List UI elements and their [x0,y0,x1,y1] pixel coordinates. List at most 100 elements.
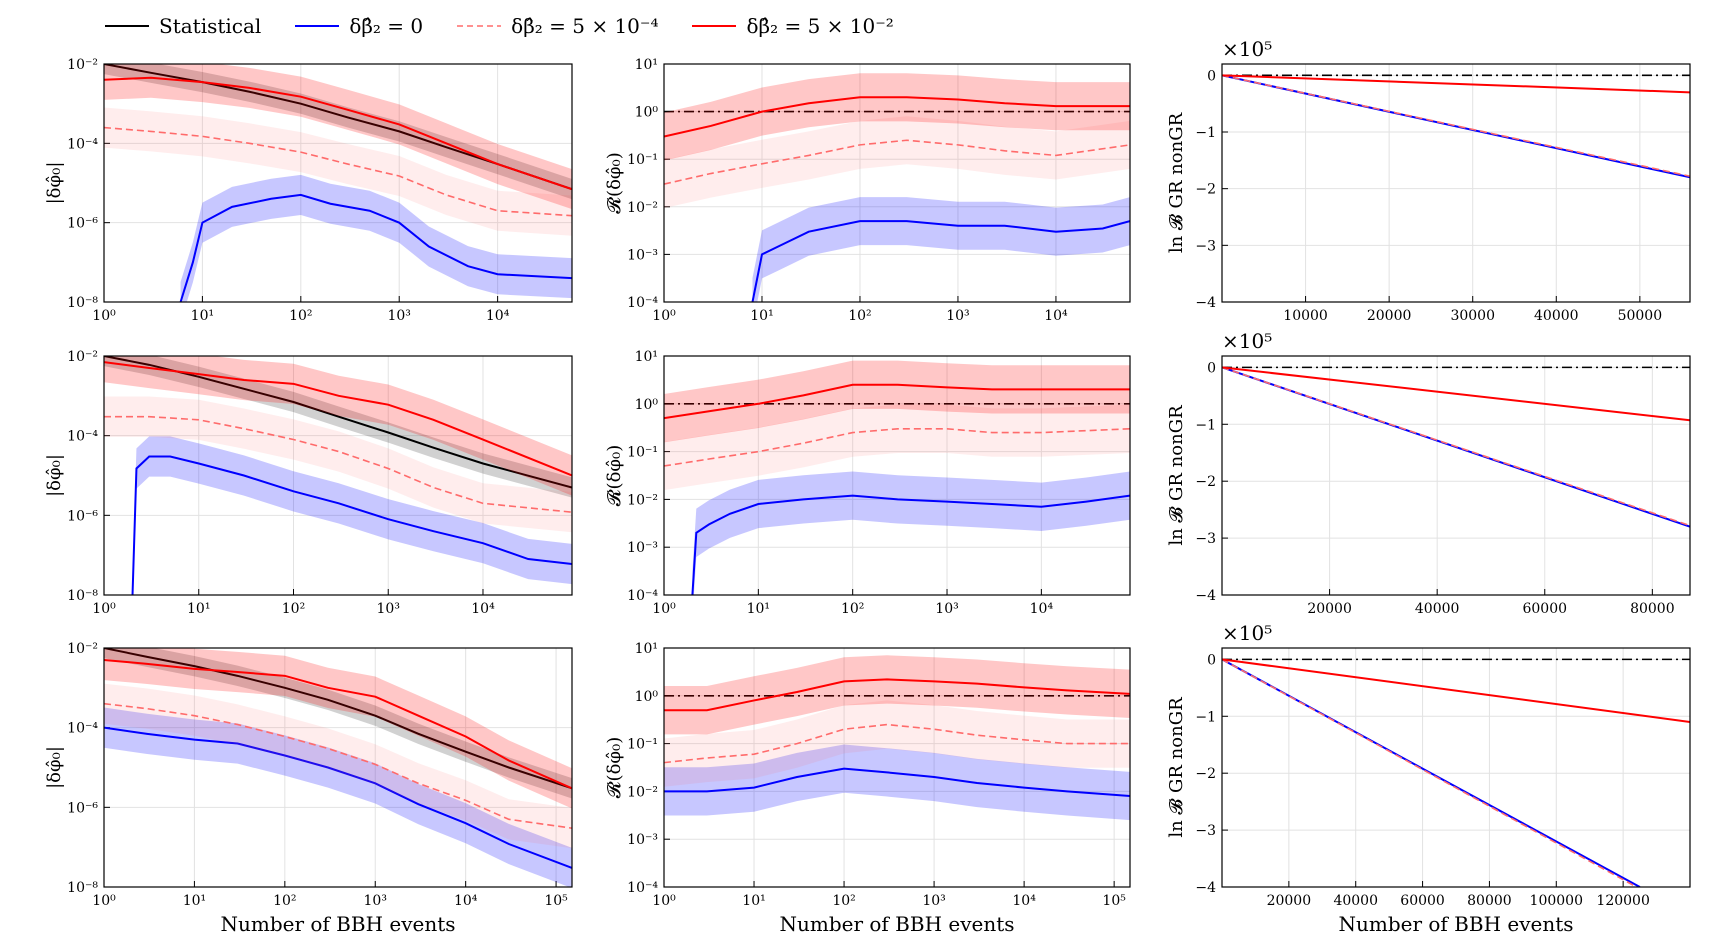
x-tick-label: 10¹ [747,601,770,617]
x-tick-label: 10⁰ [92,893,116,909]
series-line [664,96,1130,138]
y-tick-label: −3 [1195,823,1216,839]
legend-item-beta-large: δβ̂₂ = 5 × 10⁻² [692,14,894,38]
x-tick-label: 10⁰ [652,308,676,324]
x-tick-label: 10³ [387,308,410,324]
y-tick-label: −3 [1195,238,1216,254]
series-line [691,494,1130,595]
error-band [104,396,572,533]
series-line [664,139,1130,185]
x-tick-label: 30000 [1450,308,1495,324]
y-tick-label: 10⁻¹ [627,445,658,461]
y-tick-label: 10⁻⁸ [67,588,98,604]
legend: Statistical δβ̂₂ = 0 δβ̂₂ = 5 × 10⁻⁴ δβ̂… [105,8,894,44]
y-tick-label: 10⁰ [635,105,659,121]
x-tick-label: 20000 [1307,601,1352,617]
error-band [104,64,572,210]
y-tick-label: 10⁻⁴ [627,880,658,896]
x-tick-label: 10⁴ [454,893,478,909]
error-band [104,648,572,799]
y-tick-label: −2 [1195,182,1216,198]
series-line [104,415,572,513]
y-axis-label: ln 𝓑 GR nonGR [1166,112,1187,253]
x-tick-label: 10³ [364,893,387,909]
legend-label: Statistical [159,14,262,38]
x-tick-label: 10¹ [191,308,214,324]
x-axis-label: Number of BBH events [220,912,455,936]
axes-frame [103,647,573,888]
y-tick-label: −2 [1195,766,1216,782]
x-tick-label: 10² [282,601,305,617]
series-line [751,220,1130,302]
legend-label: δβ̂₂ = 5 × 10⁻² [746,14,894,38]
series-group [1222,74,1690,179]
x-tick-label: 10⁰ [92,308,116,324]
x-tick-label: 10³ [922,893,945,909]
series-line [664,767,1130,798]
x-tick-label: 10⁴ [1012,893,1036,909]
series-line [1222,658,1690,723]
y-tick-label: 10⁻⁶ [67,800,98,816]
y-tick-label: −1 [1195,709,1216,725]
x-tick-label: 10¹ [750,308,773,324]
y-tick-label: 10⁻⁶ [67,508,98,524]
axes-frame [103,355,573,596]
x-tick-label: 10¹ [187,601,210,617]
error-band [664,360,1130,443]
series-line [664,678,1130,712]
chart-panel-phi-2: 10⁻⁸ 10⁻⁶ 10⁻⁴ 10⁻² 10⁰ 10¹ 10² 10³ 10⁴ 10⁵ |δφ̂₀|… [44,641,573,936]
y-tick-label: 10⁰ [635,689,659,705]
y-tick-label: −3 [1195,531,1216,547]
legend-label: δβ̂₂ = 5 × 10⁻⁴ [511,14,659,38]
series-line [1222,74,1690,177]
x-tick-label: 40000 [1415,601,1460,617]
error-band [104,356,572,498]
x-tick-label: 10¹ [183,893,206,909]
y-scale-factor: ×10⁵ [1222,329,1272,353]
x-tick-label: 20000 [1267,893,1312,909]
error-band [752,197,1130,302]
x-tick-label: 10² [289,308,312,324]
series-line [104,126,572,217]
series-line [104,64,572,191]
x-tick-label: 10¹ [742,893,765,909]
axes-frame [1221,355,1691,596]
series-group [664,360,1130,595]
y-tick-label: 0 [1207,360,1216,376]
y-tick-label: 10⁻² [627,200,658,216]
series-group [664,655,1130,821]
x-tick-label: 10² [841,601,864,617]
series-line [104,361,572,477]
x-tick-label: 10⁴ [486,308,510,324]
y-axis-label: 𝓡(δφ̂₀) [604,445,625,507]
legend-label: δβ̂₂ = 0 [349,14,424,38]
x-tick-label: 60000 [1522,601,1567,617]
series-group [1222,366,1690,528]
x-tick-label: 10⁰ [92,601,116,617]
chart-panel-bayes-1: 0 −1 −2 −3 −4 20000 40000 60000 80000 ln 𝓑 GR non… [1166,329,1691,617]
y-tick-label: 10⁻² [67,641,98,657]
x-tick-label: 10² [832,893,855,909]
axes-frame [663,63,1131,303]
x-tick-label: 80000 [1630,601,1675,617]
x-tick-label: 10⁰ [652,601,676,617]
x-tick-label: 40000 [1333,893,1378,909]
error-band [104,648,572,809]
series-line [1222,74,1690,94]
y-axis-label: |δφ̂₀| [44,454,65,497]
series-line [104,658,572,790]
x-tick-label: 10⁵ [544,893,568,909]
y-tick-label: 10⁻³ [627,832,658,848]
legend-line-icon [105,25,149,27]
x-axis-label: Number of BBH events [1338,912,1573,936]
error-band [664,744,1130,821]
y-axis-label: |δφ̂₀| [44,162,65,205]
axes-frame [1221,63,1691,303]
x-tick-label: 40000 [1534,308,1579,324]
series-line [664,383,1130,420]
y-axis-label: ln 𝓑 GR nonGR [1166,405,1187,546]
series-line [131,455,572,595]
y-tick-label: 10⁻⁴ [627,295,658,311]
error-band [104,683,572,849]
